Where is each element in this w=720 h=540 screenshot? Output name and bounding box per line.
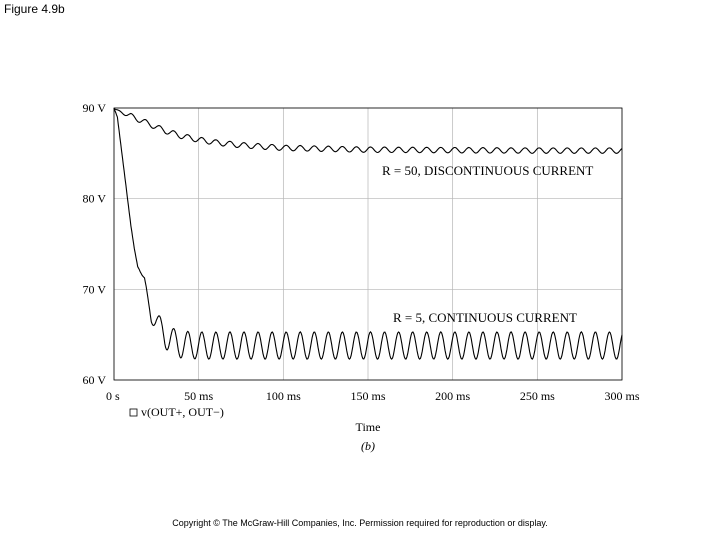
x-tick-label: 150 ms <box>350 389 385 403</box>
series-line-r50 <box>113 108 623 154</box>
figure-label: Figure 4.9b <box>4 2 65 16</box>
copyright-notice: Copyright © The McGraw-Hill Companies, I… <box>172 518 548 528</box>
plot-frame <box>113 107 623 381</box>
series-label-r50: R = 50, DISCONTINUOUS CURRENT <box>382 163 593 178</box>
x-tick-label: 50 ms <box>184 389 213 403</box>
x-tick-label: 0 s <box>106 389 120 403</box>
y-tick-label: 70 V <box>83 282 107 296</box>
y-axis-ticks: 60 V 70 V 80 V 90 V <box>83 101 107 387</box>
y-tick-label: 60 V <box>83 373 107 387</box>
x-axis-ticks: 0 s 50 ms 100 ms 150 ms 200 ms 250 ms 300 ms <box>106 389 640 403</box>
x-tick-label: 250 ms <box>520 389 555 403</box>
legend-label: v(OUT+, OUT−) <box>141 405 224 419</box>
subcaption: (b) <box>361 439 375 453</box>
x-tick-label: 200 ms <box>435 389 470 403</box>
legend-marker <box>129 408 138 417</box>
y-tick-label: 80 V <box>83 192 107 206</box>
y-tick-label: 90 V <box>83 101 107 115</box>
x-tick-label: 100 ms <box>266 389 301 403</box>
x-tick-label: 300 ms <box>604 389 639 403</box>
series-line-r5 <box>113 107 623 360</box>
series-label-r5: R = 5, CONTINUOUS CURRENT <box>393 310 577 325</box>
x-axis-label: Time <box>356 420 381 434</box>
